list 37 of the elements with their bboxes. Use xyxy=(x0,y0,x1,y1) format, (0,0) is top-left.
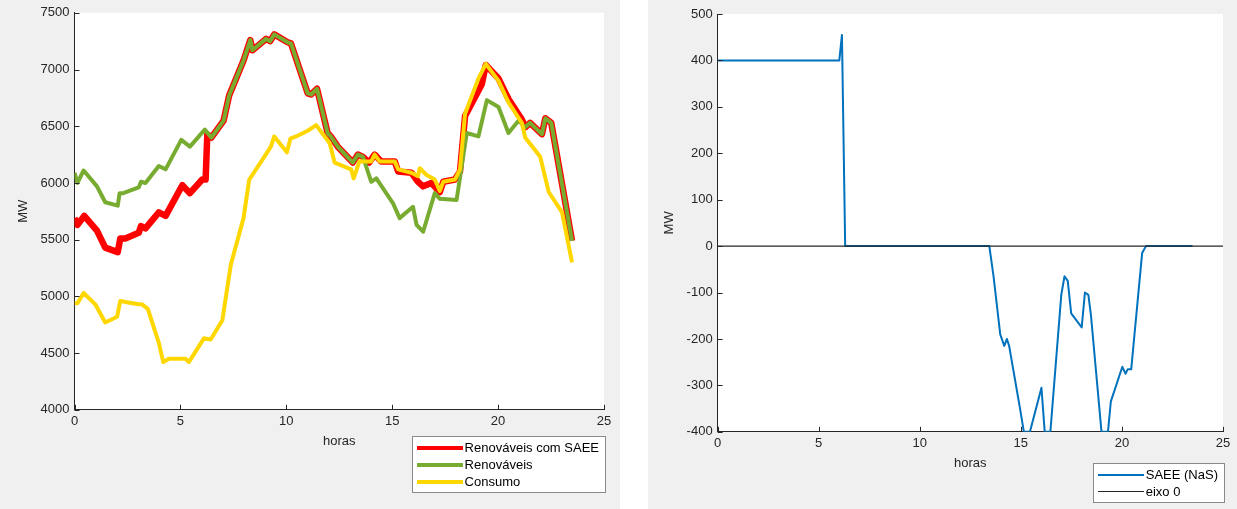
legend-label: eixo 0 xyxy=(1145,484,1181,499)
x-tick-label: 10 xyxy=(912,435,928,451)
y-tick-label: -400 xyxy=(686,423,713,439)
x-tick-label: 25 xyxy=(596,413,612,429)
y-tick-label: 500 xyxy=(690,5,713,21)
x-tick-label: 25 xyxy=(1215,435,1231,451)
x-tick-label: 20 xyxy=(490,413,506,429)
x-tick-label: 5 xyxy=(815,435,823,451)
x-axis-title: horas xyxy=(954,454,988,470)
y-tick-label: 7500 xyxy=(40,4,70,20)
y-tick-label: 7000 xyxy=(40,61,70,77)
y-tick-label: 6500 xyxy=(40,117,70,133)
x-tick-label: 5 xyxy=(176,413,185,429)
x-tick-label: 15 xyxy=(384,413,400,429)
y-axis-title: MW xyxy=(15,199,31,223)
legend-label: Renováveis xyxy=(464,457,533,472)
y-tick-label: 100 xyxy=(690,191,713,207)
y-tick-label: 4000 xyxy=(40,401,70,417)
x-tick-label: 10 xyxy=(279,413,294,429)
y-tick-label: -200 xyxy=(686,330,713,346)
y-tick-label: -300 xyxy=(686,376,713,392)
x-tick-label: 20 xyxy=(1114,435,1130,451)
x-axis-title: horas xyxy=(322,432,357,448)
y-tick-label: 4500 xyxy=(40,344,70,360)
y-axis-title: MW xyxy=(661,210,677,235)
y-tick-label: 200 xyxy=(690,144,713,160)
x-tick-label: 15 xyxy=(1013,435,1029,451)
y-tick-label: 5500 xyxy=(40,231,70,247)
legend-label: Renováveis com SAEE xyxy=(464,440,599,455)
y-tick-label: 400 xyxy=(690,52,713,67)
y-tick-label: 5000 xyxy=(40,287,70,303)
legend-label: Consumo xyxy=(464,474,521,489)
y-tick-label: 300 xyxy=(690,98,713,114)
y-tick-label: -100 xyxy=(686,284,713,300)
y-tick-label: 0 xyxy=(705,237,713,253)
legend-label: SAEE (NaS) xyxy=(1145,467,1218,482)
y-tick-label: 6000 xyxy=(40,174,70,190)
